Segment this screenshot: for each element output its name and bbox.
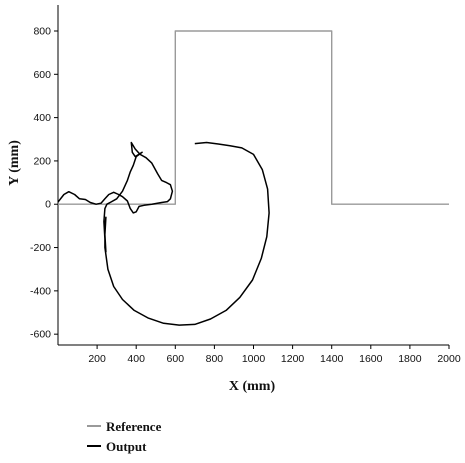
- x-tick-label: 1400: [320, 353, 344, 365]
- y-tick-label: -600: [30, 329, 51, 341]
- x-tick-label: 1200: [281, 353, 305, 365]
- y-tick-label: 0: [45, 199, 51, 211]
- y-tick-label: 200: [33, 155, 51, 167]
- y-tick-label: 600: [33, 69, 51, 81]
- y-tick-label: 800: [33, 25, 51, 37]
- x-tick-label: 200: [88, 353, 106, 365]
- x-tick-label: 2000: [437, 353, 461, 365]
- x-ticks: 200 400 600 800 1000 1200 1400 1600 1800 2000: [88, 345, 461, 365]
- y-tick-label: 400: [33, 112, 51, 124]
- x-tick-label: 1000: [242, 353, 266, 365]
- series-layer: [57, 30, 449, 326]
- axes: [57, 5, 449, 346]
- legend: Reference Output: [87, 419, 162, 454]
- x-axis-title: X (mm): [229, 379, 276, 394]
- series-line-output: [57, 141, 270, 326]
- series-line-reference: [58, 30, 449, 205]
- x-tick-label: 400: [127, 353, 145, 365]
- x-tick-label: 1800: [398, 353, 422, 365]
- y-axis-title: Y (mm): [7, 140, 22, 186]
- x-tick-label: 800: [206, 353, 224, 365]
- x-tick-label: 600: [167, 353, 185, 365]
- legend-label-reference: Reference: [106, 419, 162, 434]
- y-tick-label: -400: [30, 285, 51, 297]
- x-tick-label: 1600: [359, 353, 383, 365]
- legend-label-output: Output: [106, 439, 147, 454]
- y-ticks: -600 -400 -200 0 200 400 600 800: [30, 25, 58, 341]
- y-tick-label: -200: [30, 242, 51, 254]
